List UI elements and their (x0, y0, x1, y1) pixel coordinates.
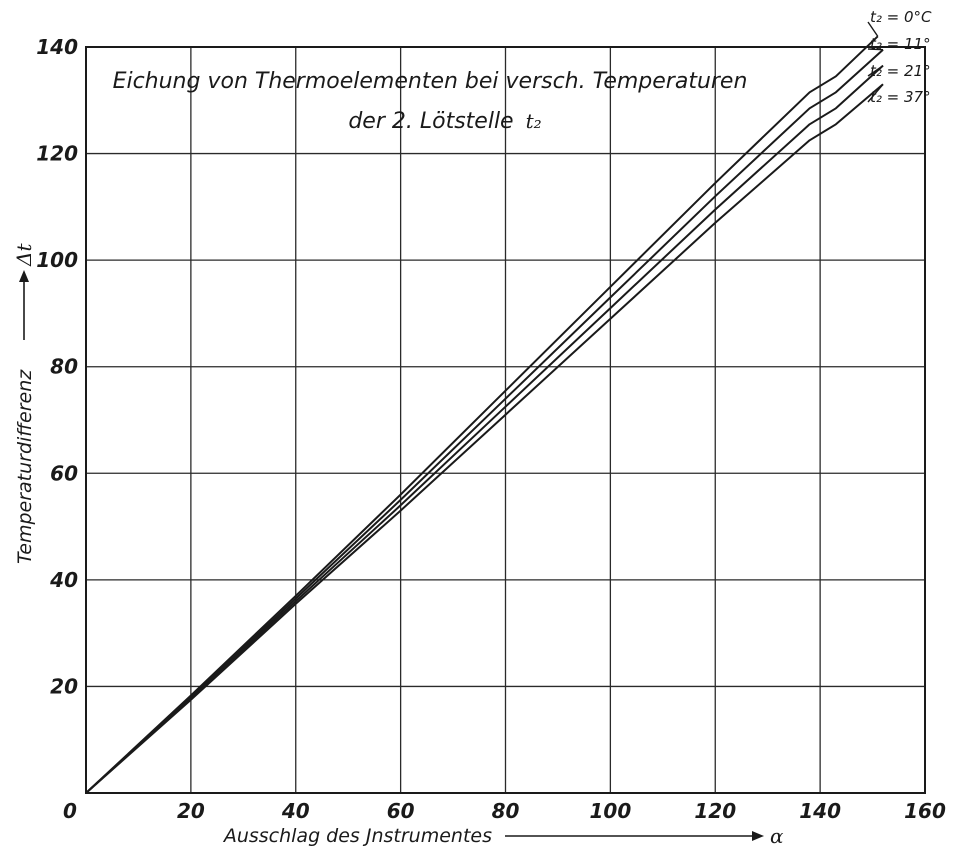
series-line-0 (85, 35, 879, 794)
y-tick-label-0: 20 (50, 674, 78, 698)
legend-leader-0 (867, 21, 879, 37)
x-tick-labels: 0 20 40 60 80 100 120 140 160 (63, 799, 946, 823)
series-line-1 (85, 48, 884, 794)
y-tick-label-1: 40 (49, 568, 78, 592)
x-tick-label-3: 60 (387, 799, 415, 823)
series-curves (85, 35, 884, 794)
y-axis-label: Temperaturdifferenz (14, 369, 36, 564)
y-tick-label-5: 120 (36, 142, 78, 166)
y-axis-arrow (19, 270, 29, 340)
x-axis-arrow (505, 831, 764, 841)
legend-entry-2: t₂ = 21° (870, 62, 931, 80)
legend-entry-3: t₂ = 37° (870, 88, 931, 106)
x-tick-label-5: 100 (590, 799, 632, 823)
y-tick-label-6: 140 (36, 35, 78, 59)
chart-title-symbol: t₂ (526, 109, 542, 133)
x-tick-label-4: 80 (492, 799, 520, 823)
chart-title-line1: Eichung von Thermoelementen bei versch. … (113, 69, 748, 94)
chart-title-line2: der 2. Lötstelle t₂ (348, 109, 541, 134)
series-line-3 (85, 83, 884, 794)
grid (85, 46, 926, 793)
x-tick-label-1: 20 (177, 799, 205, 823)
legend-entry-0: t₂ = 0°C (870, 8, 932, 26)
legend-leader-1 (867, 48, 884, 51)
y-axis-symbol: Δt (12, 243, 36, 267)
legend-leader-2 (867, 65, 884, 77)
y-tick-labels: 20 40 60 80 100 120 140 (36, 35, 78, 698)
x-tick-label-2: 40 (281, 799, 310, 823)
legend-leader-3 (867, 83, 884, 103)
x-axis-label: Ausschlag des Jnstrumentes (222, 825, 492, 847)
x-axis-symbol: α (770, 824, 784, 848)
legend-entry-1: t₂ = 11° (870, 35, 931, 53)
series-line-2 (85, 64, 884, 794)
y-tick-label-3: 80 (50, 355, 78, 379)
y-tick-label-2: 60 (50, 461, 78, 485)
chart-title-line2-text: der 2. Lötstelle (348, 109, 513, 134)
x-tick-label-6: 120 (694, 799, 736, 823)
plot-frame (85, 46, 926, 794)
x-tick-label-7: 140 (799, 799, 841, 823)
x-tick-label-8: 160 (904, 799, 946, 823)
y-tick-label-4: 100 (36, 248, 78, 272)
x-tick-label-0: 0 (63, 799, 77, 823)
legend: t₂ = 0°C t₂ = 11° t₂ = 21° t₂ = 37° (867, 8, 932, 106)
